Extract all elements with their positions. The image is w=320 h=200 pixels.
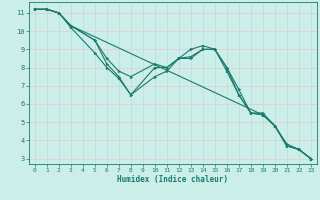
X-axis label: Humidex (Indice chaleur): Humidex (Indice chaleur): [117, 175, 228, 184]
